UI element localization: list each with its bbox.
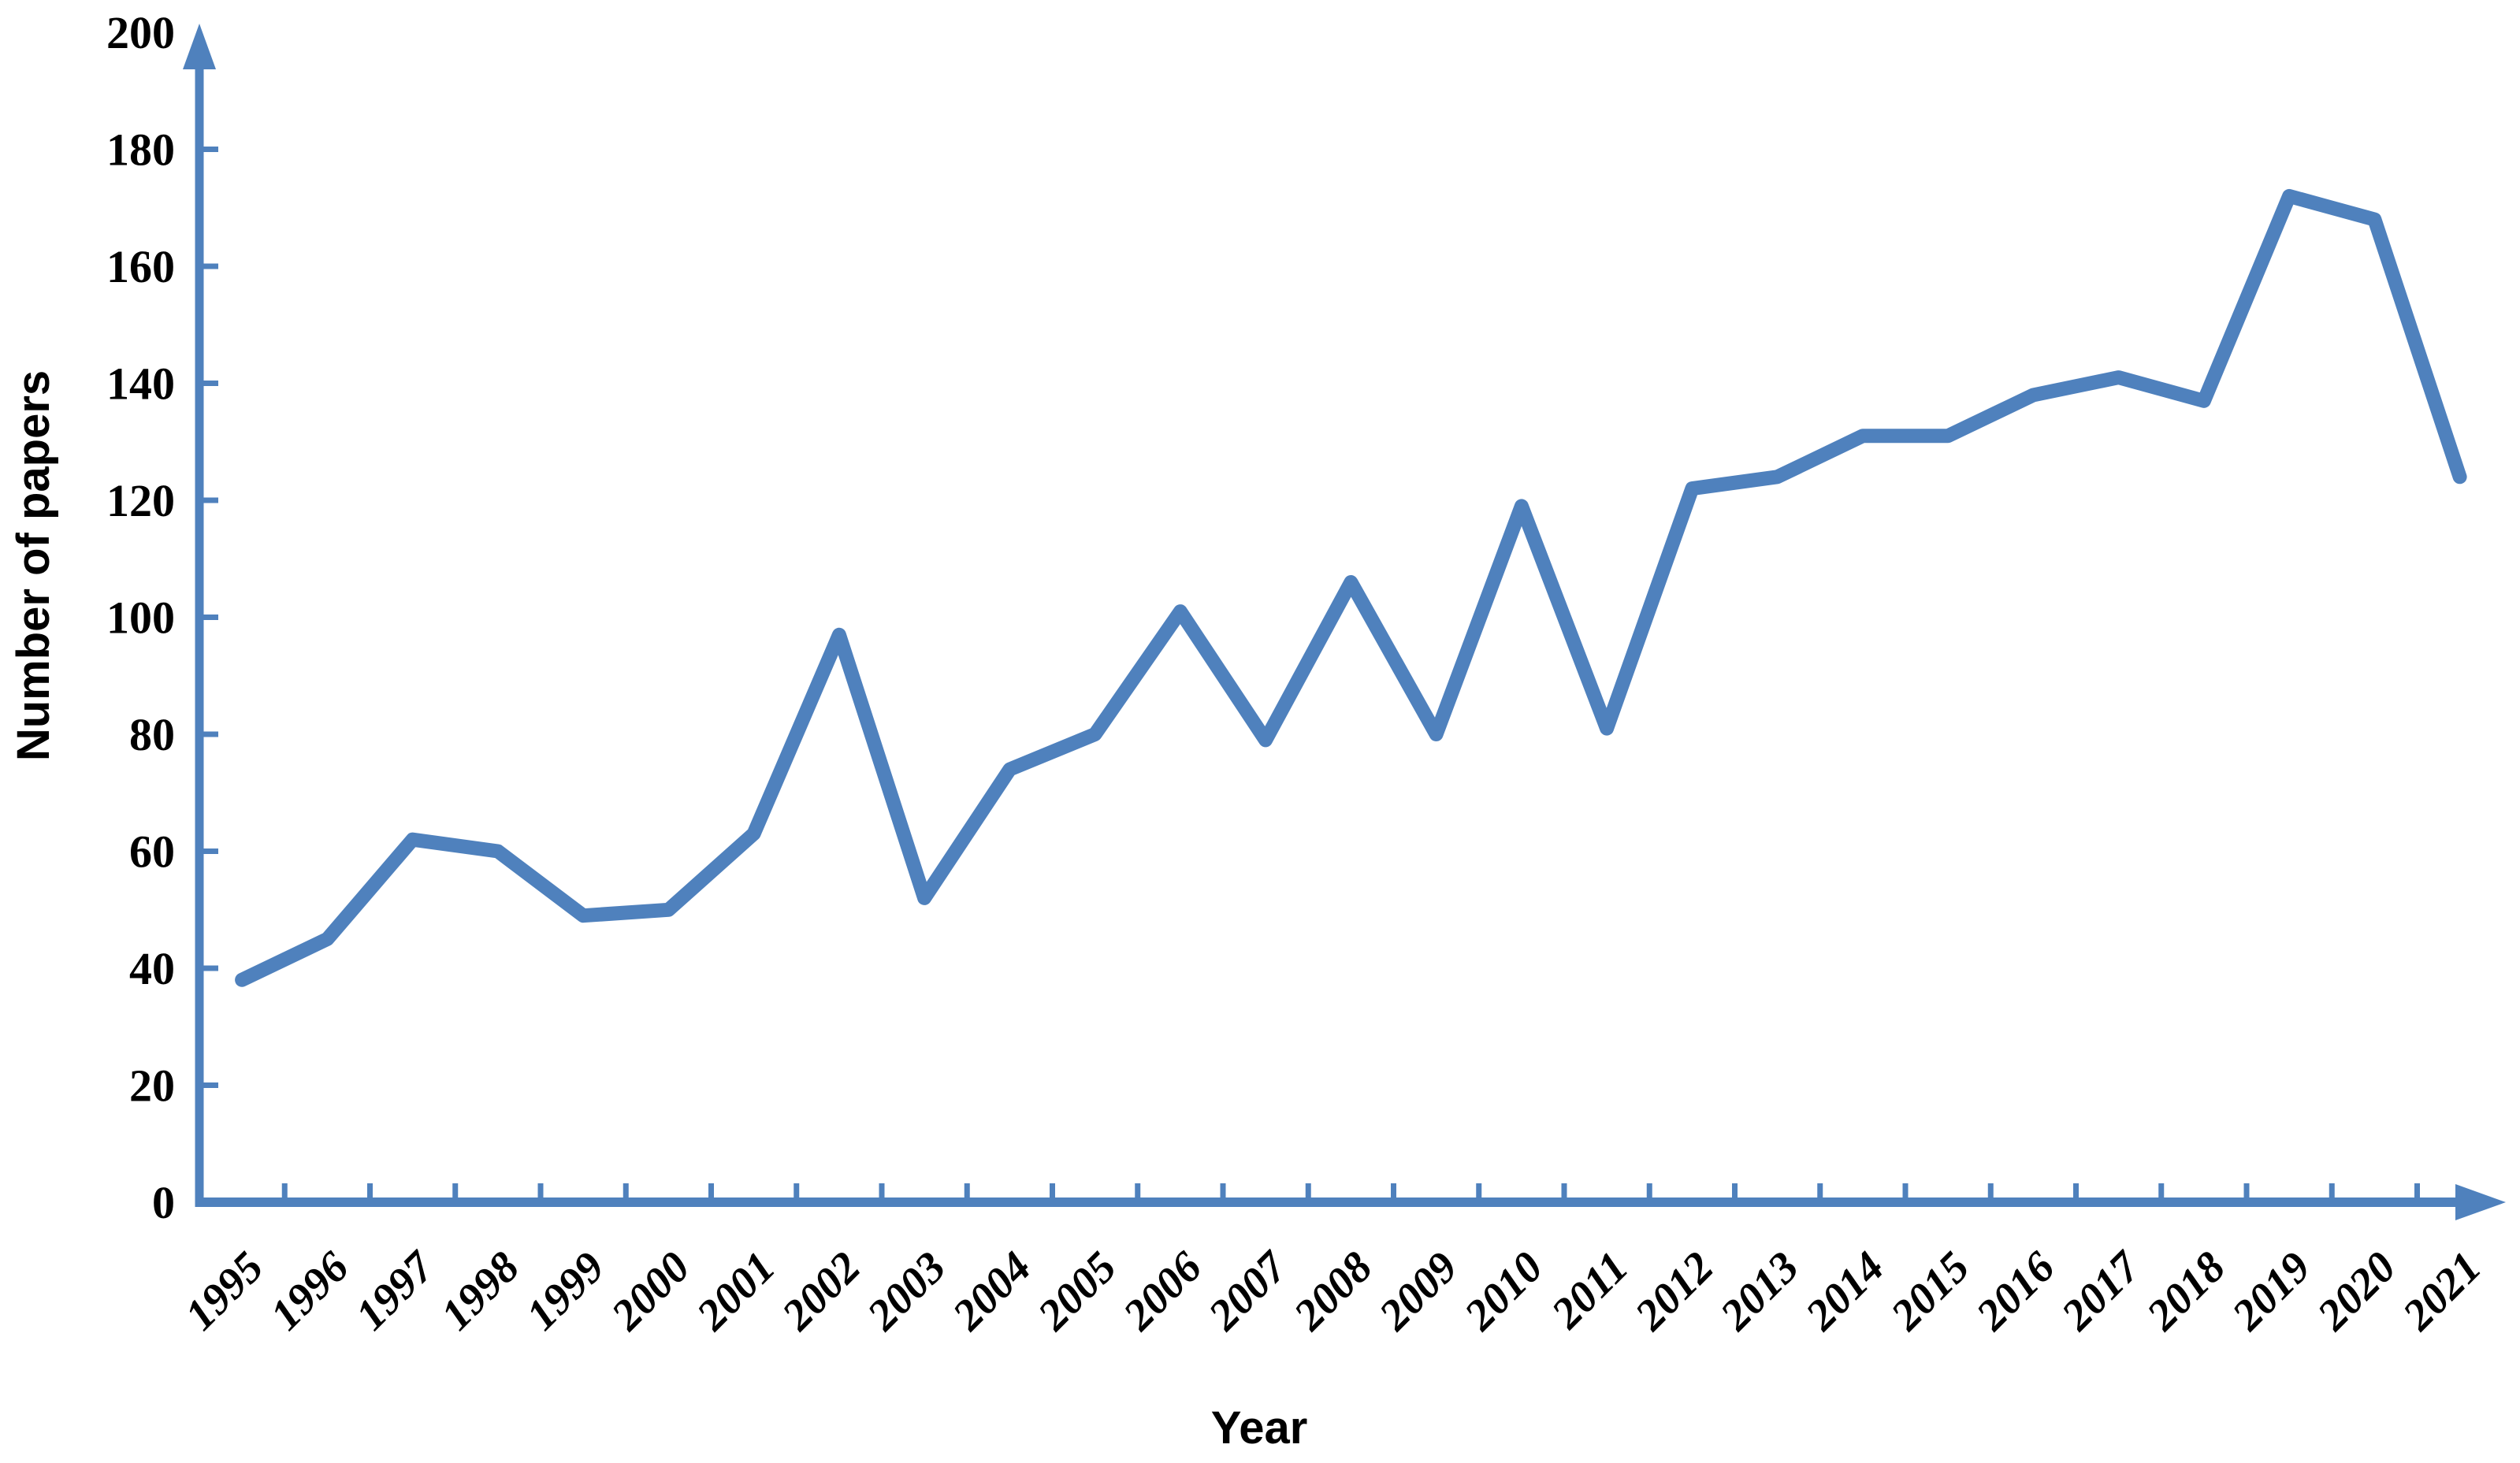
- x-tick-label: 2004: [943, 1242, 1041, 1340]
- y-axis: [183, 24, 216, 1207]
- x-tick-label: 2021: [2393, 1242, 2491, 1340]
- x-tick-label: 2019: [2223, 1242, 2321, 1340]
- y-tick-label: 100: [106, 592, 175, 644]
- x-tick-label: 2014: [1796, 1242, 1894, 1340]
- x-tick-label: 2012: [1626, 1242, 1723, 1340]
- x-tick-label: 1995: [176, 1242, 273, 1339]
- x-tick-label: 2005: [1028, 1242, 1126, 1340]
- x-axis-tick-labels: 1995199619971998199920002001200220032004…: [176, 1242, 2491, 1340]
- x-tick-label: 2013: [1711, 1242, 1808, 1340]
- x-axis-title: Year: [1211, 1402, 1308, 1454]
- y-tick-label: 140: [106, 358, 175, 410]
- y-tick-label: 80: [129, 709, 175, 760]
- y-tick-label: 200: [106, 7, 175, 58]
- y-tick-label: 60: [129, 826, 175, 878]
- x-tick-label: 2006: [1113, 1242, 1211, 1340]
- x-tick-label: 2011: [1542, 1242, 1638, 1339]
- y-tick-label: 160: [106, 241, 175, 292]
- y-tick-label: 180: [106, 124, 175, 176]
- x-tick-label: 1996: [262, 1242, 359, 1339]
- x-tick-label: 2002: [772, 1242, 870, 1340]
- y-axis-title: Number of papers: [8, 370, 59, 761]
- x-tick-label: 2018: [2137, 1242, 2235, 1340]
- x-tick-label: 2009: [1370, 1242, 1467, 1340]
- x-tick-label: 2003: [858, 1242, 956, 1340]
- y-tick-label: 120: [106, 475, 175, 526]
- y-tick-label: 20: [129, 1060, 175, 1112]
- papers-series-line: [235, 188, 2467, 987]
- x-tick-label: 2015: [1882, 1242, 1979, 1340]
- y-tick-label: 40: [129, 943, 175, 994]
- x-tick-label: 2017: [2052, 1242, 2150, 1340]
- y-axis-arrowhead-icon: [183, 24, 216, 69]
- y-axis-tick-labels: 0 20 40 60 80 100 120 140 160 180 200: [106, 7, 175, 1228]
- x-tick-label: 2008: [1284, 1242, 1382, 1340]
- x-tick-label: 1998: [432, 1242, 529, 1339]
- x-tick-label: 2016: [1967, 1242, 2065, 1340]
- x-axis-arrowhead-icon: [2455, 1184, 2506, 1220]
- x-tick-label: 2001: [687, 1242, 785, 1340]
- x-tick-label: 2020: [2308, 1242, 2406, 1340]
- x-axis: [195, 1184, 2506, 1220]
- x-tick-label: 2007: [1199, 1242, 1298, 1340]
- y-tick-label: 0: [152, 1177, 175, 1228]
- x-tick-label: 2000: [602, 1242, 700, 1340]
- x-tick-label: 2010: [1455, 1242, 1552, 1340]
- x-tick-label: 1997: [347, 1242, 444, 1339]
- x-tick-label: 1999: [517, 1242, 614, 1339]
